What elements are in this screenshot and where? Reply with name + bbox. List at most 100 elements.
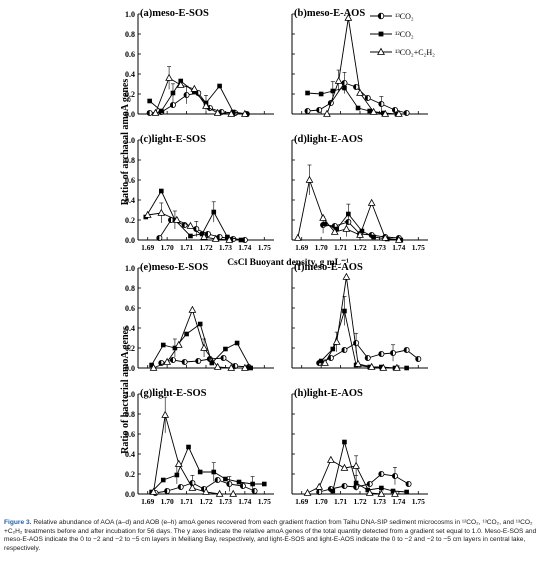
data-point-triangle <box>365 488 374 496</box>
data-point-square <box>322 221 328 227</box>
legend-label: ¹²CO₂ <box>395 30 414 39</box>
data-point-circle-half <box>341 483 345 489</box>
data-point-circle-half <box>316 489 320 495</box>
panel-title: (f)meso-E-AOS <box>294 262 363 273</box>
data-point-square <box>174 472 180 478</box>
data-point-square <box>261 481 267 487</box>
data-point-square <box>209 360 215 366</box>
x-tick-label: 1.74 <box>392 243 405 252</box>
data-point-circle-half <box>378 471 382 477</box>
legend: ¹³CO₂ ¹²CO₂ ¹³CO₂+C₂H₂ <box>370 12 435 57</box>
data-point-triangle <box>303 488 312 496</box>
data-point-circle-half <box>392 107 395 113</box>
data-point-triangle <box>176 80 185 88</box>
panel-5: 0.0 0.2 0.4 0.6 0.8 1.0 (e)meso-E-SOS <box>125 262 274 373</box>
data-point-triangle <box>394 235 403 243</box>
data-point-triangle <box>305 175 314 183</box>
data-point-triangle <box>202 487 210 495</box>
data-point-square <box>238 237 244 243</box>
data-point-triangle <box>211 234 220 242</box>
data-point-triangle <box>188 483 197 491</box>
data-point-square <box>250 481 255 487</box>
data-point-circle-half <box>404 110 407 116</box>
data-point-triangle <box>143 210 152 218</box>
legend-marker-square <box>378 31 384 37</box>
data-point-square <box>170 90 176 96</box>
data-point-circle-half <box>341 80 345 86</box>
x-axis-label-density: CsCl Buoyant density, g mL⁻¹ <box>227 258 349 268</box>
x-tick-label: 1.75 <box>258 243 271 252</box>
data-point-square <box>367 108 373 114</box>
y-tick-label: 0.8 <box>125 284 135 293</box>
data-point-square <box>236 479 242 485</box>
x-tick-label: 1.70 <box>161 497 174 506</box>
series-line <box>149 80 247 115</box>
data-point-triangle <box>394 109 403 117</box>
data-point-triangle <box>391 489 399 497</box>
x-tick-label: 1.71 <box>334 497 347 506</box>
series-line <box>326 17 399 115</box>
panel-6: (f)meso-E-AOS <box>291 262 428 371</box>
x-tick-label: 1.70 <box>315 497 328 506</box>
series-line <box>153 308 245 369</box>
data-point-square <box>379 364 384 370</box>
caption-text: Relative abundance of AOA (a–d) and AOB … <box>4 519 537 552</box>
data-point-triangle <box>149 487 158 495</box>
data-point-triangle <box>330 227 339 235</box>
data-point-circle-half <box>367 481 370 487</box>
data-point-circle-half <box>353 484 357 490</box>
data-point-circle-half <box>156 235 160 241</box>
panel-2: (b)meso-E-AOS <box>291 8 428 117</box>
y-tick-label: 0.6 <box>125 50 135 59</box>
legend-label: ¹³CO₂+C₂H₂ <box>395 48 435 57</box>
data-point-triangle <box>356 88 364 96</box>
data-point-square <box>355 105 361 111</box>
data-point-square <box>184 331 189 337</box>
y-axis-label-archaeal: Ratio of archaeal amoA genes <box>120 79 131 206</box>
data-point-triangle <box>215 489 224 497</box>
data-point-square <box>404 365 409 371</box>
data-point-triangle <box>174 340 183 348</box>
data-point-square <box>404 489 409 495</box>
data-point-triangle <box>190 84 199 92</box>
caption-label: Figure 3. <box>4 519 32 526</box>
data-point-square <box>381 110 386 116</box>
data-point-triangle <box>340 463 349 471</box>
x-tick-label: 1.74 <box>392 497 405 506</box>
data-point-square <box>186 444 191 450</box>
data-point-square <box>217 83 222 89</box>
y-tick-label: 0.4 <box>125 450 135 459</box>
data-point-triangle <box>229 489 238 497</box>
y-tick-label: 1.0 <box>125 390 135 399</box>
y-tick-label: 0.2 <box>125 470 135 479</box>
panels-layer: 0.0 0.2 0.4 0.6 0.8 1.0 (a)meso-E-SOS (b)meso-E… <box>125 8 428 506</box>
legend-marker-triangle <box>377 47 385 55</box>
figure-caption: Figure 3. Relative abundance of AOA (a–d… <box>4 519 542 553</box>
data-point-square <box>318 91 324 97</box>
data-point-square <box>379 485 384 491</box>
data-point-square <box>211 469 217 475</box>
x-tick-label: 1.75 <box>412 243 425 252</box>
panel-3: 0.0 0.2 0.4 0.6 0.8 1.0 1.69 1.70 1.71 1.72 1.73 1.… <box>125 134 274 252</box>
y-tick-label: 0.4 <box>125 70 135 79</box>
panel-title: (c)light-E-SOS <box>140 134 206 145</box>
x-tick-label: 1.69 <box>141 243 154 252</box>
panel-4: 1.69 1.70 1.71 1.72 1.73 1.74 1.75 (d)light-E-A… <box>291 134 428 252</box>
data-point-triangle <box>367 362 376 370</box>
data-point-circle-half <box>240 483 243 489</box>
y-tick-label: 0.6 <box>125 304 135 313</box>
data-point-circle-half <box>164 488 168 494</box>
data-point-triangle <box>352 461 360 469</box>
data-point-circle-half <box>215 477 218 483</box>
x-tick-label: 1.73 <box>219 243 232 252</box>
data-point-square <box>211 209 217 215</box>
data-point-triangle <box>151 108 160 116</box>
data-point-triangle <box>323 109 331 117</box>
data-point-circle-half <box>378 351 382 357</box>
y-tick-label: 0.6 <box>125 430 135 439</box>
data-point-circle-half <box>316 107 320 113</box>
data-point-square <box>147 98 152 104</box>
data-point-triangle <box>149 363 158 371</box>
data-point-square <box>225 234 230 240</box>
data-point-circle-half <box>304 108 308 114</box>
